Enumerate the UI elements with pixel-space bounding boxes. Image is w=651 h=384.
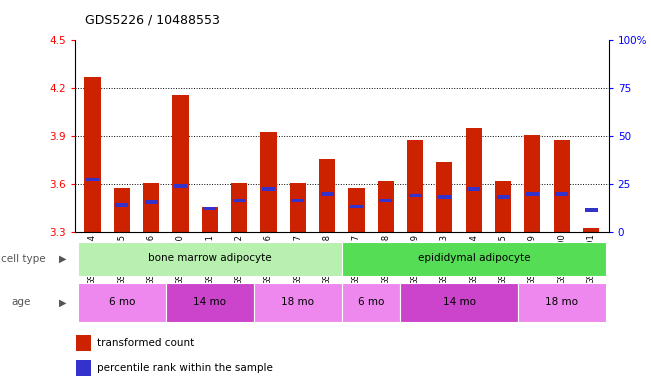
Bar — [231, 183, 247, 232]
Text: 6 mo: 6 mo — [358, 296, 384, 306]
Bar — [583, 227, 599, 232]
Bar — [409, 194, 422, 197]
Bar — [495, 181, 511, 232]
Bar — [407, 139, 423, 232]
Bar — [202, 207, 218, 232]
Bar — [143, 183, 159, 232]
Bar — [378, 181, 394, 232]
Bar — [174, 184, 187, 188]
Bar — [173, 95, 189, 232]
Bar — [292, 199, 304, 202]
Bar — [232, 199, 245, 202]
Text: 18 mo: 18 mo — [281, 296, 314, 306]
Bar — [436, 162, 452, 232]
Bar — [554, 139, 570, 232]
Bar — [319, 159, 335, 232]
Bar — [76, 335, 91, 351]
Text: 18 mo: 18 mo — [546, 296, 578, 306]
Text: 14 mo: 14 mo — [443, 296, 476, 306]
Text: cell type: cell type — [1, 254, 46, 264]
Text: age: age — [12, 297, 31, 308]
Text: ▶: ▶ — [59, 297, 66, 308]
Bar — [290, 183, 306, 232]
Bar — [86, 178, 99, 181]
Bar — [438, 195, 451, 199]
Text: ▶: ▶ — [59, 254, 66, 264]
Bar — [76, 360, 91, 376]
Bar — [78, 283, 166, 322]
Bar — [350, 205, 363, 209]
Text: 6 mo: 6 mo — [109, 296, 135, 306]
Bar — [254, 283, 342, 322]
Bar — [524, 135, 540, 232]
Bar — [497, 195, 510, 199]
Text: GDS5226 / 10488553: GDS5226 / 10488553 — [85, 13, 219, 26]
Bar — [342, 242, 605, 276]
Bar — [465, 128, 482, 232]
Bar — [85, 77, 100, 232]
Bar — [78, 242, 342, 276]
Bar — [115, 204, 128, 207]
Text: percentile rank within the sample: percentile rank within the sample — [97, 363, 273, 373]
Bar — [380, 199, 392, 202]
Bar — [467, 187, 480, 191]
Bar — [342, 283, 400, 322]
Bar — [518, 283, 605, 322]
Bar — [145, 200, 158, 204]
Bar — [166, 283, 254, 322]
Bar — [321, 192, 333, 196]
Bar — [260, 131, 277, 232]
Bar — [114, 187, 130, 232]
Bar — [348, 187, 365, 232]
Bar — [400, 283, 518, 322]
Text: 14 mo: 14 mo — [193, 296, 227, 306]
Bar — [203, 207, 216, 210]
Bar — [262, 187, 275, 191]
Bar — [555, 192, 568, 196]
Bar — [585, 208, 598, 212]
Text: transformed count: transformed count — [97, 338, 194, 348]
Bar — [526, 192, 539, 196]
Text: epididymal adipocyte: epididymal adipocyte — [417, 253, 530, 263]
Text: bone marrow adipocyte: bone marrow adipocyte — [148, 253, 271, 263]
